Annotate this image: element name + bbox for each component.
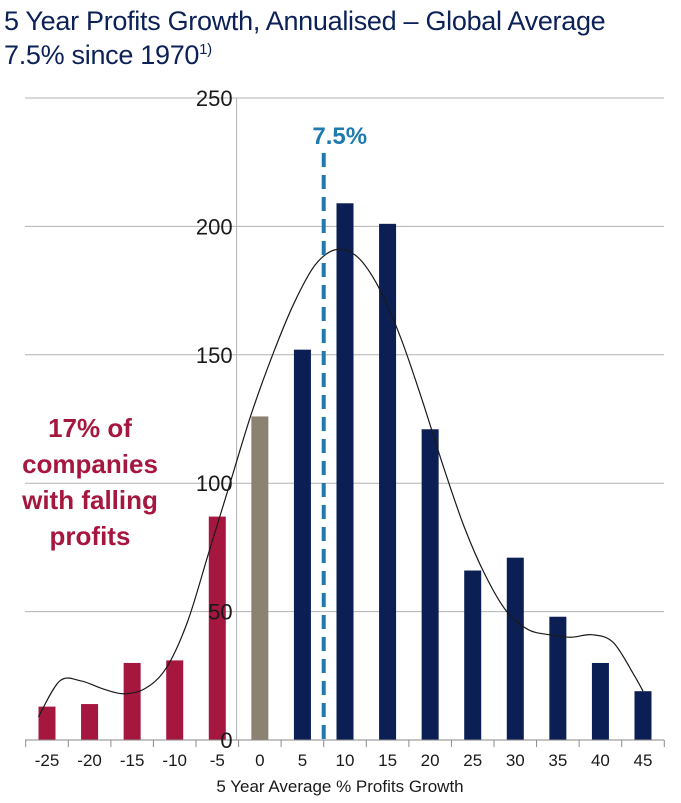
x-tick-label-0: 0 — [255, 751, 264, 770]
x-tick-label--15: -15 — [120, 751, 145, 770]
x-tick-label-20: 20 — [421, 751, 440, 770]
bar-45 — [634, 691, 652, 740]
y-tick-label-250: 250 — [196, 86, 233, 111]
bar-0 — [251, 416, 269, 740]
x-tick-label-40: 40 — [591, 751, 610, 770]
bar-35 — [549, 616, 567, 740]
x-tick-label-10: 10 — [336, 751, 355, 770]
bar-30 — [506, 557, 524, 740]
y-tick-label-100: 100 — [196, 471, 233, 496]
bar-25 — [464, 570, 482, 740]
bar-10 — [336, 203, 354, 741]
distribution-curve — [37, 248, 644, 718]
falling-profits-annotation: 17% of companies with falling profits — [4, 410, 176, 554]
annotation-line-2: companies — [22, 449, 158, 479]
x-tick-label-5: 5 — [298, 751, 307, 770]
y-tick-label-0: 0 — [220, 728, 232, 753]
x-tick-label-25: 25 — [463, 751, 482, 770]
annotation-line-1: 17% of — [48, 413, 132, 443]
x-tick-label--5: -5 — [210, 751, 225, 770]
x-tick-label--20: -20 — [77, 751, 102, 770]
bar-15 — [379, 223, 397, 740]
annotation-line-4: profits — [49, 521, 131, 551]
chart-title-line2-text: 7.5% since 1970 — [4, 40, 200, 70]
x-tick-label--10: -10 — [162, 751, 187, 770]
chart-title: 5 Year Profits Growth, Annualised – Glob… — [4, 4, 680, 72]
y-tick-label-150: 150 — [196, 343, 233, 368]
bar--15 — [123, 662, 141, 740]
bar-40 — [591, 662, 609, 740]
annotation-line-3: with falling — [22, 485, 158, 515]
x-tick-label-15: 15 — [378, 751, 397, 770]
x-tick-label-35: 35 — [548, 751, 567, 770]
bar--20 — [81, 704, 99, 740]
bar-20 — [421, 429, 439, 740]
x-tick-label--25: -25 — [35, 751, 60, 770]
x-tick-label-45: 45 — [634, 751, 653, 770]
chart-title-line1: 5 Year Profits Growth, Annualised – Glob… — [4, 6, 606, 36]
y-tick-label-200: 200 — [196, 214, 233, 239]
bar--10 — [166, 660, 184, 740]
bar--25 — [38, 706, 56, 740]
bar--5 — [208, 516, 226, 740]
chart-title-footnote-marker: 1) — [199, 41, 212, 58]
x-tick-label-30: 30 — [506, 751, 525, 770]
y-tick-label-50: 50 — [208, 600, 232, 625]
mean-reference-label: 7.5% — [312, 123, 367, 150]
x-axis-title: 5 Year Average % Profits Growth — [216, 777, 463, 796]
chart-title-line2: 7.5% since 19701) — [4, 38, 680, 72]
bar-5 — [293, 349, 311, 740]
